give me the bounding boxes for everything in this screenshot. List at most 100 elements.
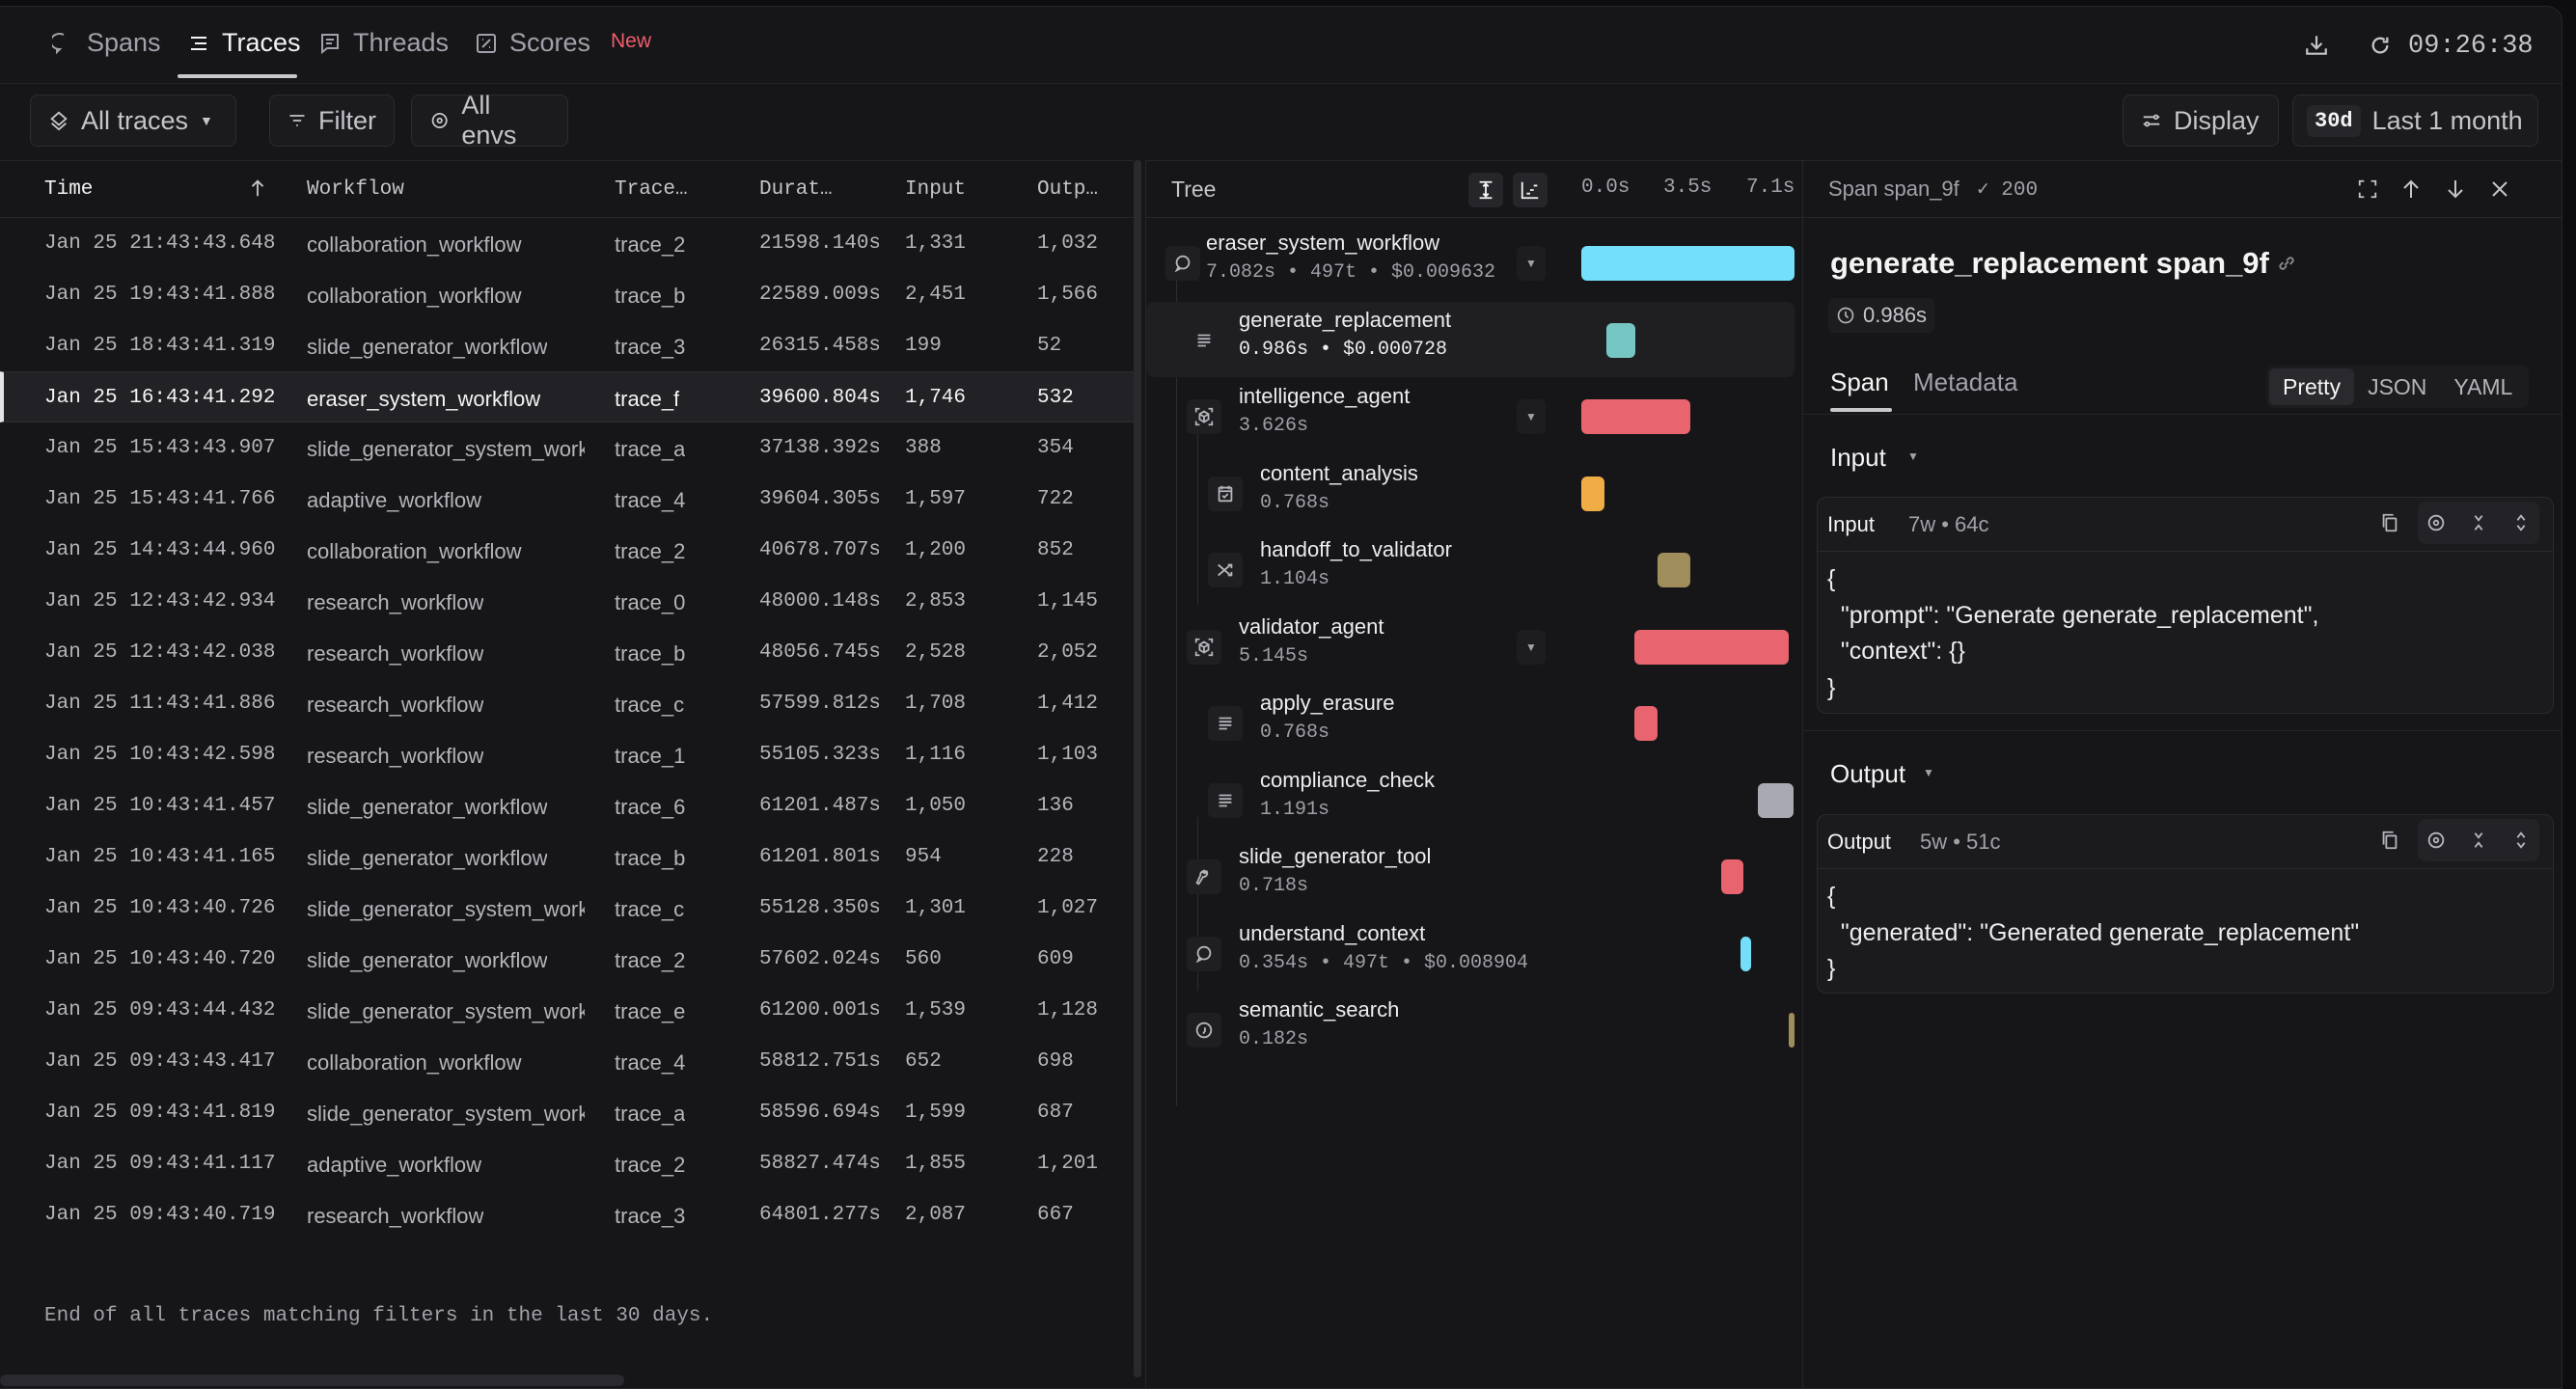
tree-node[interactable]: apply_erasure 0.768s — [1146, 685, 1803, 760]
table-row[interactable]: Jan 25 09:43:44.432 slide_generator_syste… — [0, 985, 1134, 1036]
cell-workflow: research_workflow — [307, 641, 484, 666]
collapse-icon[interactable] — [2468, 512, 2489, 533]
tree-node[interactable]: handoff_to_validator 1.104s — [1146, 531, 1803, 607]
cell-input: 1,855 — [905, 1153, 967, 1175]
table-horizontal-scrollbar[interactable] — [0, 1375, 624, 1386]
tree-node[interactable]: generate_replacement 0.986s • $0.000728 — [1146, 301, 1795, 377]
column-header-workflow[interactable]: Workflow — [307, 178, 404, 201]
table-row[interactable]: Jan 25 10:43:42.598 research_workflow trac… — [0, 729, 1134, 780]
all-traces-dropdown[interactable]: All traces ▼ — [30, 95, 236, 147]
eye-icon[interactable] — [2425, 830, 2447, 851]
table-row[interactable]: Jan 25 10:43:40.726 slide_generator_syste… — [0, 883, 1134, 934]
column-header-trace[interactable]: Trace… — [615, 178, 688, 201]
timeline-bar[interactable] — [1789, 1013, 1795, 1048]
timeline-bar[interactable] — [1581, 246, 1795, 281]
cell-workflow: slide_generator_workflow — [307, 335, 548, 359]
arrow-down-icon[interactable] — [2444, 177, 2467, 202]
column-header-output[interactable]: Outp… — [1037, 178, 1099, 201]
table-row[interactable]: Jan 25 15:43:41.766 adaptive_workflow trac… — [0, 474, 1134, 525]
timeline-bar[interactable] — [1657, 553, 1691, 587]
tree-node[interactable]: content_analysis 0.768s — [1146, 455, 1803, 531]
copy-icon[interactable] — [2379, 830, 2400, 851]
expand-all-button[interactable] — [1468, 173, 1503, 207]
format-yaml[interactable]: YAML — [2453, 373, 2513, 399]
copy-icon[interactable] — [2379, 512, 2400, 533]
table-row[interactable]: Jan 25 09:43:41.117 adaptive_workflow trac… — [0, 1138, 1134, 1189]
link-icon[interactable] — [2276, 253, 2297, 274]
column-header-duration[interactable]: Durat… — [759, 178, 833, 201]
table-row[interactable]: Jan 25 12:43:42.934 research_workflow trac… — [0, 576, 1134, 627]
table-row[interactable]: Jan 25 19:43:41.888 collaboration_workflo… — [0, 269, 1134, 320]
cell-input: 1,597 — [905, 488, 967, 510]
close-icon[interactable] — [2488, 177, 2511, 201]
tree-node[interactable]: intelligence_agent 3.626s ▼ — [1146, 378, 1803, 453]
tree-node[interactable]: eraser_system_workflow 7.082s • 497t • $… — [1146, 225, 1803, 300]
cell-input: 1,050 — [905, 795, 967, 817]
table-row[interactable]: Jan 25 21:43:43.648 collaboration_workflo… — [0, 218, 1134, 269]
filter-button[interactable]: Filter — [269, 95, 395, 147]
tree-node[interactable]: compliance_check 1.191s — [1146, 762, 1803, 837]
input-section-toggle[interactable]: Input — [1830, 443, 1886, 472]
table-row[interactable]: Jan 25 18:43:41.319 slide_generator_workf… — [0, 320, 1134, 371]
timeline-bar[interactable] — [1581, 476, 1604, 511]
tab-label: Traces — [222, 28, 301, 57]
tab-metadata[interactable]: Metadata — [1913, 368, 2018, 396]
time-range-button[interactable]: 30d Last 1 month — [2292, 95, 2538, 147]
column-header-time[interactable]: Time — [44, 178, 94, 201]
download-icon[interactable] — [2304, 33, 2329, 58]
expand-icon[interactable] — [2510, 512, 2532, 533]
collapse-toggle[interactable]: ▼ — [1517, 246, 1546, 281]
display-button[interactable]: Display — [2123, 95, 2279, 147]
collapse-toggle[interactable]: ▼ — [1517, 399, 1546, 434]
format-json[interactable]: JSON — [2368, 373, 2427, 399]
output-section-toggle[interactable]: Output — [1830, 759, 1906, 788]
sort-ascending-icon[interactable] — [247, 177, 268, 200]
tab-spans[interactable]: Spans — [52, 28, 161, 58]
tab-scores[interactable]: Scores — [475, 28, 590, 58]
tab-span[interactable]: Span — [1830, 368, 1889, 396]
all-envs-button[interactable]: All envs — [411, 91, 568, 150]
expand-icon[interactable] — [2510, 830, 2532, 851]
table-row[interactable]: Jan 25 10:43:41.165 slide_generator_workf… — [0, 831, 1134, 883]
table-row[interactable]: Jan 25 09:43:41.819 slide_generator_syste… — [0, 1087, 1134, 1138]
table-row[interactable]: Jan 25 10:43:40.720 slide_generator_workf… — [0, 934, 1134, 985]
table-row[interactable]: Jan 25 10:43:41.457 slide_generator_workf… — [0, 780, 1134, 831]
cell-output: 722 — [1037, 488, 1074, 510]
cell-time: Jan 25 10:43:40.726 — [44, 897, 276, 919]
span-type-icon — [1208, 476, 1243, 511]
tree-node[interactable]: understand_context 0.354s • 497t • $0.00… — [1146, 915, 1803, 991]
refresh-icon[interactable] — [2370, 35, 2391, 56]
timeline-bar[interactable] — [1581, 399, 1691, 434]
eye-icon[interactable] — [2425, 512, 2447, 533]
table-row[interactable]: Jan 25 15:43:43.907 slide_generator_syste… — [0, 422, 1134, 474]
format-pretty[interactable]: Pretty — [2269, 368, 2355, 405]
tab-traces[interactable]: Traces — [187, 28, 301, 58]
table-row[interactable]: Jan 25 12:43:42.038 research_workflow trac… — [0, 627, 1134, 678]
timeline-bar[interactable] — [1757, 782, 1794, 818]
collapse-toggle[interactable]: ▼ — [1517, 629, 1546, 665]
tree-node[interactable]: validator_agent 5.145s ▼ — [1146, 609, 1803, 684]
tree-node[interactable]: slide_generator_tool 0.718s — [1146, 838, 1803, 913]
caret-down-icon: ▼ — [1525, 640, 1537, 654]
column-header-input[interactable]: Input — [905, 178, 967, 201]
timeline-bar[interactable] — [1633, 629, 1790, 665]
range-badge: 30d — [2307, 104, 2361, 137]
arrow-up-icon[interactable] — [2399, 177, 2423, 202]
table-vertical-scrollbar[interactable] — [1134, 160, 1141, 1377]
timeline-bar[interactable] — [1740, 936, 1752, 971]
timeline-bar[interactable] — [1633, 706, 1658, 741]
tab-threads[interactable]: Threads — [318, 28, 449, 58]
table-row[interactable]: Jan 25 14:43:44.960 collaboration_workflo… — [0, 525, 1134, 576]
fullscreen-icon[interactable] — [2357, 178, 2378, 200]
collapse-icon[interactable] — [2468, 830, 2489, 851]
timeline-view-button[interactable] — [1513, 173, 1548, 207]
timeline-bar[interactable] — [1605, 322, 1636, 358]
table-row[interactable]: Jan 25 09:43:43.417 collaboration_workflo… — [0, 1036, 1134, 1087]
table-row[interactable]: Jan 25 16:43:41.292 eraser_system_workflo… — [0, 371, 1134, 422]
table-row[interactable]: Jan 25 11:43:41.886 research_workflow trac… — [0, 678, 1134, 729]
tree-node[interactable]: semantic_search 0.182s — [1146, 992, 1803, 1067]
table-row[interactable]: Jan 25 09:43:40.719 research_workflow trac… — [0, 1189, 1134, 1240]
cell-duration: 55128.350s — [759, 897, 879, 919]
cell-time: Jan 25 09:43:40.719 — [44, 1204, 276, 1226]
timeline-bar[interactable] — [1721, 859, 1743, 894]
